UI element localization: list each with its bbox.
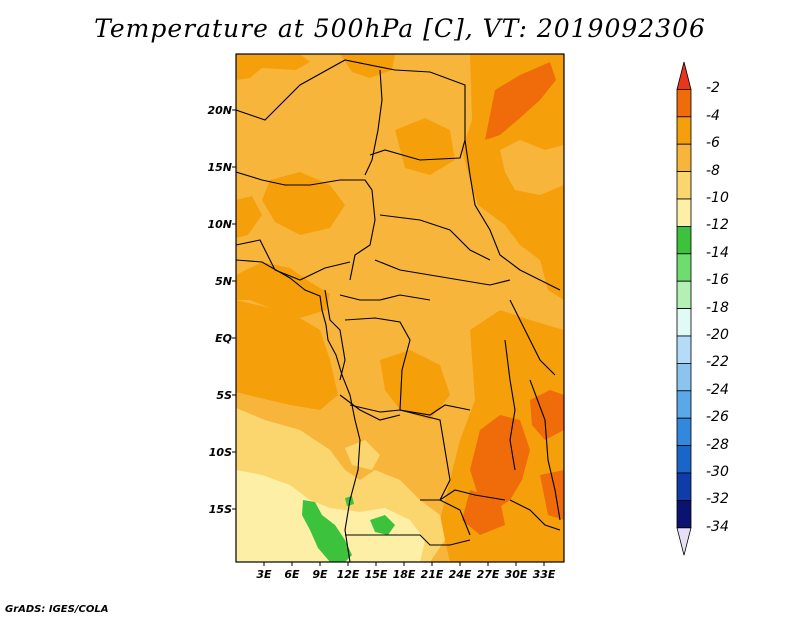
colorbar-swatch [676,198,692,227]
colorbar-swatch [676,472,692,501]
colorbar-swatch [676,89,692,118]
colorbar-swatch [676,225,692,255]
colorbar-tick-label: -22 [706,354,729,371]
field-region-north [340,54,395,78]
lat-label-15s: 15S [208,503,232,516]
colorbar-tick-label: -6 [706,135,720,152]
lon-label-12e: 12E [336,568,360,581]
lon-label-3e: 3E [256,568,272,581]
colorbar-swatch [676,390,692,419]
colorbar-swatch [676,171,692,200]
colorbar-tick-label: -34 [706,518,729,535]
colorbar-swatch [676,445,692,474]
lat-label-eq: EQ [215,332,232,345]
lat-label-20n: 20N [207,104,232,117]
map-frame [235,53,565,563]
field-region-west [236,262,330,318]
colorbar-swatch [676,362,692,392]
lon-label-21e: 21E [420,568,444,581]
lat-label-5n: 5N [215,275,232,288]
lat-label-5s: 5S [216,389,232,402]
field-region-warm-southeast [462,490,505,535]
field-region-warm-east [470,415,530,510]
colorbar-tick-label: -12 [706,217,729,234]
field-region-green-main [302,500,352,562]
colorbar-tick-label: -30 [706,464,729,480]
colorbar-tick-label: -2 [706,80,720,97]
map-title: Temperature at 500hPa [C], VT: 201909230… [94,14,706,43]
colorbar-cap-top [676,61,692,90]
lon-label-18e: 18E [392,568,416,581]
field-region-ne-inset [500,140,564,195]
field-region-coast [236,196,262,238]
colorbar [676,61,692,556]
colorbar-tick-label: -8 [706,162,720,179]
colorbar-swatch [676,417,692,447]
colorbar-swatch [676,499,692,529]
lat-label-15n: 15N [207,161,232,174]
field-region-coldest-band [236,470,425,562]
colorbar-tick-label: -16 [706,272,729,289]
lat-label-10n: 10N [207,218,232,231]
colorbar-tick-label: -10 [706,190,729,206]
axis-ticks [232,109,545,566]
colorbar-tick-label: -32 [706,491,729,508]
lon-label-33e: 33E [532,568,556,581]
lat-label-10s: 10S [208,446,232,459]
field-region-central-south [380,350,450,420]
lon-label-30e: 30E [504,568,528,581]
colorbar-tick-label: -14 [706,244,729,261]
colorbar-swatch [676,116,692,145]
colorbar-tick-label: -20 [706,327,729,343]
field-region-central-north [395,118,455,175]
lon-label-6e: 6E [284,568,300,581]
colorbar-tick-label: -24 [706,381,729,398]
field-region-gulf [236,300,338,410]
temperature-field [236,54,564,562]
field-region-central-west [262,172,345,235]
colorbar-tick-label: -18 [706,299,729,316]
lon-label-24e: 24E [448,568,472,581]
country-borders [236,59,561,562]
lon-label-27e: 27E [476,568,500,581]
colorbar-swatch [676,335,692,364]
colorbar-swatch [676,280,692,310]
footer-credit: GrADS: IGES/COLA [5,604,109,615]
colorbar-swatch [676,253,692,282]
colorbar-swatch [676,143,692,172]
lon-label-9e: 9E [312,568,328,581]
colorbar-cap-bottom [676,527,692,556]
colorbar-swatch [676,308,692,337]
lon-label-15e: 15E [364,568,388,581]
field-region-nw [236,54,310,80]
field-region-warm-ne [485,62,556,140]
colorbar-tick-label: -28 [706,436,729,453]
field-region-green-east [370,515,395,535]
colorbar-tick-label: -26 [706,409,729,426]
colorbar-tick-label: -4 [706,107,720,124]
field-region-cool-pocket [345,440,380,470]
